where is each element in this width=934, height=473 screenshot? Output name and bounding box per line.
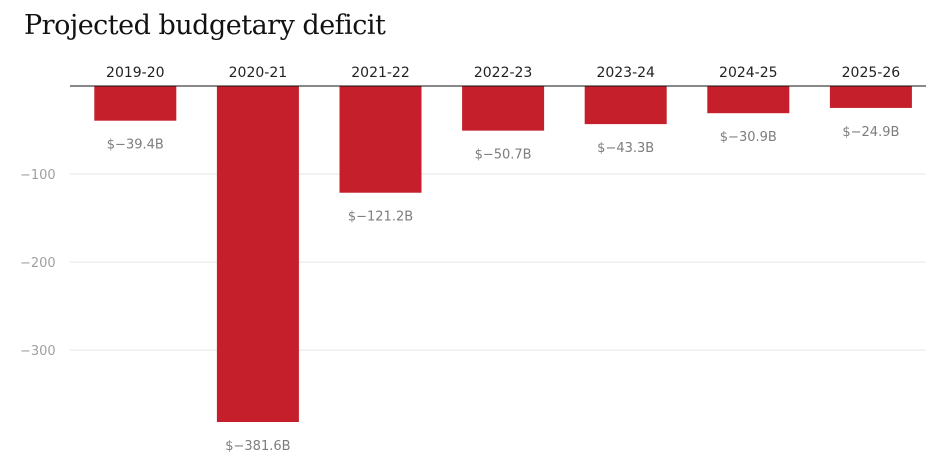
data-label: $−30.9B bbox=[720, 130, 777, 145]
bar bbox=[339, 86, 422, 193]
chart-title: Projected budgetary deficit bbox=[24, 10, 386, 41]
category-label: 2023-24 bbox=[596, 65, 655, 81]
category-label: 2019-20 bbox=[106, 65, 165, 81]
y-tick-label: −200 bbox=[20, 256, 56, 271]
data-label: $−121.2B bbox=[348, 210, 413, 225]
bar bbox=[829, 86, 912, 108]
bar bbox=[216, 86, 299, 422]
data-label: $−39.4B bbox=[107, 138, 164, 153]
category-label: 2020-21 bbox=[229, 65, 288, 81]
data-label: $−43.3B bbox=[597, 141, 654, 156]
category-label: 2021-22 bbox=[351, 65, 410, 81]
category-label: 2025-26 bbox=[842, 65, 901, 81]
data-label: $−50.7B bbox=[475, 148, 532, 163]
bar bbox=[94, 86, 177, 121]
data-label: $−381.6B bbox=[225, 439, 290, 454]
category-label: 2022-23 bbox=[474, 65, 533, 81]
bar bbox=[462, 86, 545, 131]
bar bbox=[707, 86, 790, 114]
y-tick-label: −300 bbox=[20, 344, 56, 359]
bar bbox=[584, 86, 667, 125]
category-label: 2024-25 bbox=[719, 65, 778, 81]
data-label: $−24.9B bbox=[842, 125, 899, 140]
y-tick-label: −100 bbox=[20, 168, 56, 183]
